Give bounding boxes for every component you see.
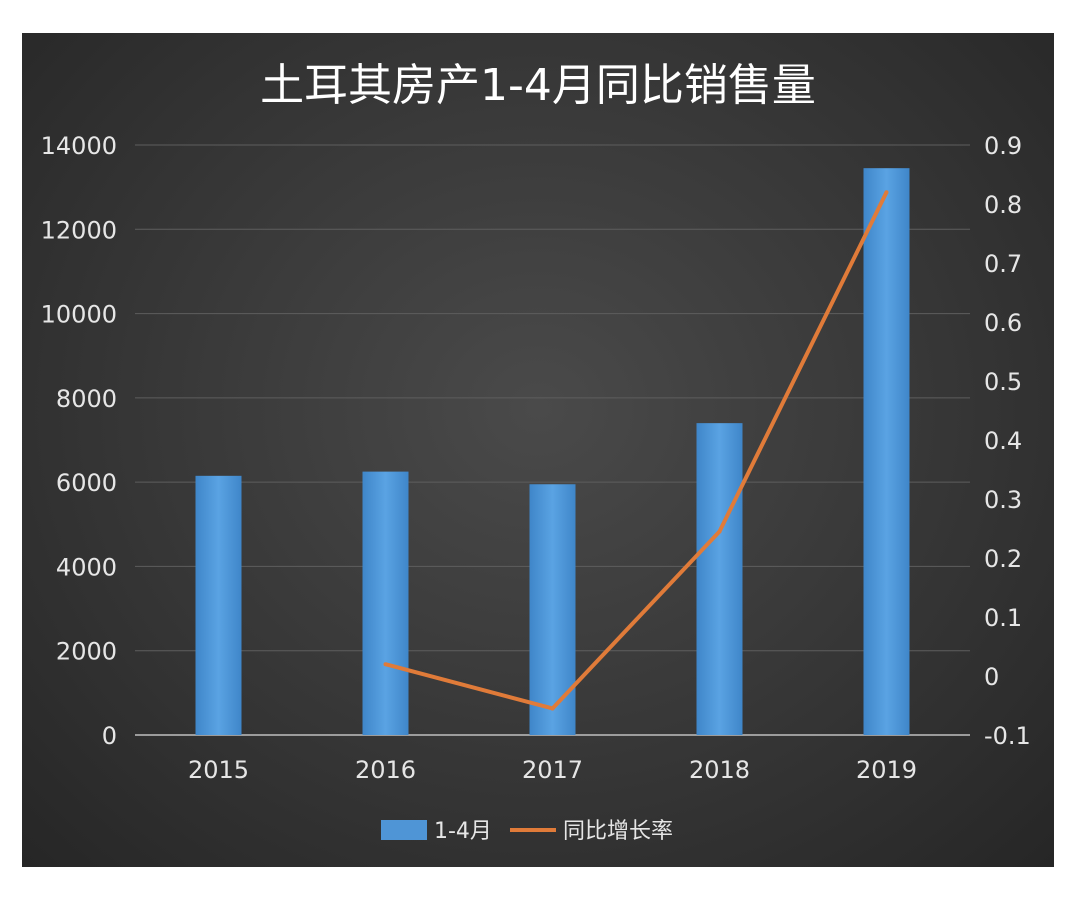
bar-series xyxy=(195,168,910,735)
x-tick-label: 2019 xyxy=(856,756,917,784)
left-tick-label: 2000 xyxy=(56,638,117,666)
legend-swatch-bar xyxy=(381,820,427,840)
left-tick-label: 10000 xyxy=(41,301,117,329)
right-tick-label: 0.8 xyxy=(984,191,1022,219)
right-tick-label: 0.4 xyxy=(984,427,1022,455)
right-tick-label: 0.9 xyxy=(984,132,1022,160)
left-tick-label: 0 xyxy=(102,722,117,750)
bar-2015 xyxy=(195,475,242,735)
left-tick-label: 4000 xyxy=(56,553,117,581)
x-tick-label: 2015 xyxy=(188,756,249,784)
right-tick-label: 0.6 xyxy=(984,309,1022,337)
right-tick-label: 0.5 xyxy=(984,368,1022,396)
right-tick-label: 0.3 xyxy=(984,486,1022,514)
x-axis-ticks: 2015 2016 2017 2018 2019 xyxy=(188,756,917,784)
left-tick-label: 6000 xyxy=(56,469,117,497)
right-tick-label: 0 xyxy=(984,663,999,691)
chart-title: 土耳其房产1-4月同比销售量 xyxy=(260,60,816,111)
x-tick-label: 2018 xyxy=(689,756,750,784)
x-tick-label: 2016 xyxy=(355,756,416,784)
line-point-2017 xyxy=(550,706,555,711)
legend: 1-4月 同比增长率 xyxy=(381,819,673,844)
bar-2016 xyxy=(362,471,409,735)
line-point-2016 xyxy=(383,662,388,667)
right-tick-label: 0.2 xyxy=(984,545,1022,573)
legend-label-bar: 1-4月 xyxy=(434,819,492,844)
right-axis-ticks: -0.1 0 0.1 0.2 0.3 0.4 0.5 0.6 0.7 0.8 0.9 xyxy=(984,132,1031,750)
right-tick-label: -0.1 xyxy=(984,722,1031,750)
left-tick-label: 8000 xyxy=(56,385,117,413)
x-tick-label: 2017 xyxy=(522,756,583,784)
line-point-2019 xyxy=(884,190,889,195)
left-axis-ticks: 0 2000 4000 6000 8000 10000 12000 14000 xyxy=(41,132,117,750)
bar-2018 xyxy=(696,423,743,735)
right-tick-label: 0.1 xyxy=(984,604,1022,632)
legend-label-line: 同比增长率 xyxy=(563,819,673,844)
bar-2019 xyxy=(863,168,910,735)
left-tick-label: 12000 xyxy=(41,216,117,244)
left-tick-label: 14000 xyxy=(41,132,117,160)
right-tick-label: 0.7 xyxy=(984,250,1022,278)
line-point-2018 xyxy=(717,529,722,534)
bar-2017 xyxy=(529,484,576,735)
line-series xyxy=(383,190,889,711)
growth-rate-line xyxy=(384,191,889,711)
